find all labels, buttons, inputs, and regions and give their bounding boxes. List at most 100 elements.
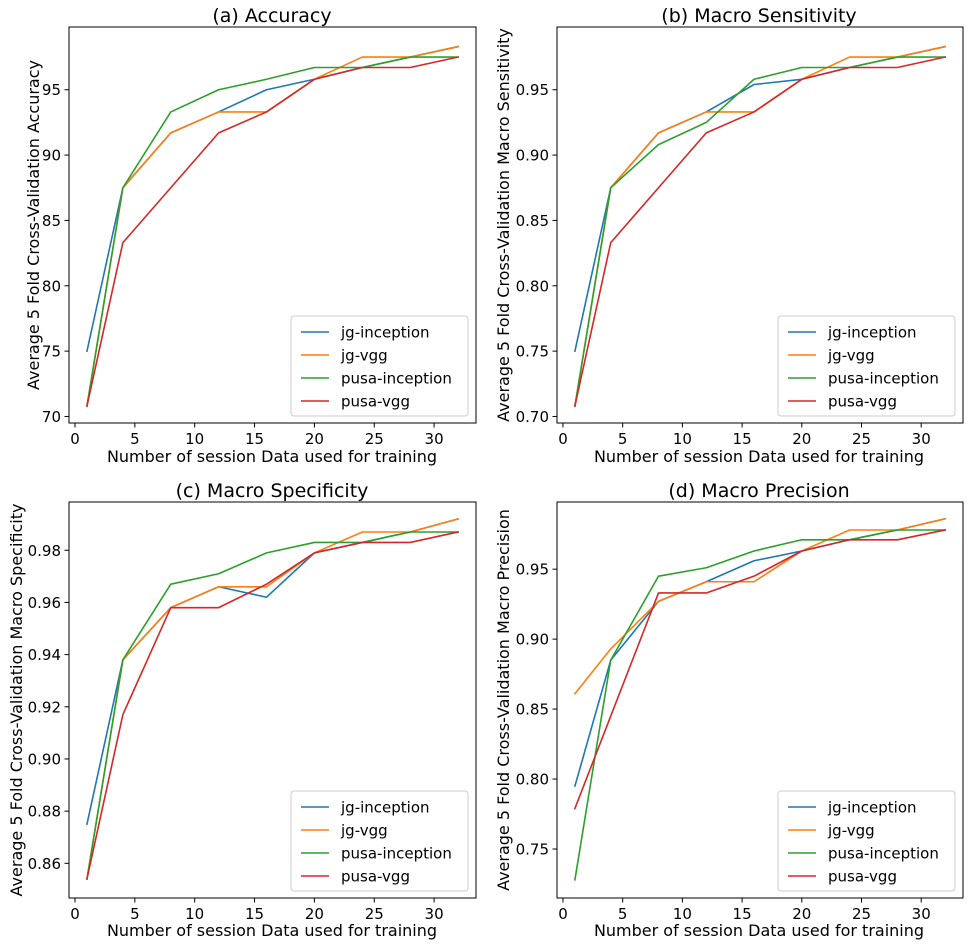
legend-box xyxy=(290,315,469,417)
y-tick-label: 0.85 xyxy=(516,701,549,719)
legend-label-jg-vgg: jg-vgg xyxy=(340,347,388,365)
y-tick-label: 0.85 xyxy=(516,212,549,230)
legend-label-pusa-inception: pusa-inception xyxy=(341,370,452,388)
legend-label-pusa-inception: pusa-inception xyxy=(828,845,939,863)
y-tick-label: 0.98 xyxy=(28,542,61,560)
legend-label-jg-inception: jg-inception xyxy=(340,324,430,342)
x-tick-label: 5 xyxy=(130,430,140,448)
y-tick-label: 70 xyxy=(42,408,61,426)
legend-label-jg-inception: jg-inception xyxy=(827,324,917,342)
axes-frame xyxy=(556,26,964,424)
y-tick-label: 0.90 xyxy=(516,147,549,165)
legend-label-pusa-vgg: pusa-vgg xyxy=(341,868,410,886)
x-axis-label: Number of session Data used for training xyxy=(594,921,924,940)
chart-title: (a) Accuracy xyxy=(212,5,331,27)
y-tick-label: 0.94 xyxy=(28,646,61,664)
legend-label-pusa-vgg: pusa-vgg xyxy=(341,393,410,411)
subplot-macro-precision: 0 5 10 15 20 25 30 0.75 0.80 0.85 0.90 0.95 (d) Macr… xyxy=(494,480,964,940)
y-tick-label: 0.80 xyxy=(516,771,549,789)
y-axis-label: Average 5 Fold Cross-Validation Macro Sp… xyxy=(7,504,26,897)
y-tick-label: 0.92 xyxy=(28,698,61,716)
x-tick-label: 30 xyxy=(912,905,931,923)
y-axis-label: Average 5 Fold Cross-Validation Macro Se… xyxy=(494,28,513,422)
chart-title: (b) Macro Sensitivity xyxy=(661,5,856,27)
x-tick-label: 10 xyxy=(185,905,204,923)
x-tick-label: 15 xyxy=(245,905,264,923)
y-tick-label: 0.75 xyxy=(516,343,549,361)
legend: jg-inception jg-vgg pusa-inception pusa-vgg xyxy=(290,315,469,417)
subplot-accuracy: 0 5 10 15 20 25 30 70 75 80 85 90 95 (a) Accuracy Numb… xyxy=(24,5,477,466)
y-axis-label: Average 5 Fold Cross-Validation Macro Pr… xyxy=(494,509,513,891)
y-tick-label: 0.96 xyxy=(28,594,61,612)
plot-area xyxy=(573,45,947,407)
x-tick-label: 25 xyxy=(852,905,871,923)
legend-label-jg-vgg: jg-vgg xyxy=(827,347,875,365)
legend-box xyxy=(777,790,956,892)
legend: jg-inception jg-vgg pusa-inception pusa-vgg xyxy=(290,790,469,892)
series-line-jg-inception xyxy=(573,517,947,788)
x-tick-label: 20 xyxy=(305,430,324,448)
legend-label-jg-vgg: jg-vgg xyxy=(340,822,388,840)
legend-label-jg-inception: jg-inception xyxy=(827,799,917,817)
subplot-macro-sensitivity: 0 5 10 15 20 25 30 0.70 0.75 0.80 0.85 0.90 0.95 (b) … xyxy=(494,5,964,466)
y-tick-label: 90 xyxy=(42,147,61,165)
legend-box xyxy=(290,790,469,892)
x-tick-label: 20 xyxy=(305,905,324,923)
x-tick-label: 0 xyxy=(558,905,568,923)
x-tick-label: 20 xyxy=(792,905,811,923)
legend-label-pusa-vgg: pusa-vgg xyxy=(828,393,897,411)
axes-frame xyxy=(68,26,477,424)
x-tick-label: 30 xyxy=(425,430,444,448)
y-tick-label: 0.95 xyxy=(516,561,549,579)
x-axis-label: Number of session Data used for training xyxy=(107,447,437,466)
plot-area xyxy=(573,517,947,881)
x-tick-label: 10 xyxy=(673,905,692,923)
y-tick-label: 85 xyxy=(42,212,61,230)
series-line-jg-inception xyxy=(573,45,947,353)
x-tick-label: 30 xyxy=(912,430,931,448)
plot-area xyxy=(86,45,459,407)
axes-frame xyxy=(556,501,964,899)
legend-label-pusa-inception: pusa-inception xyxy=(341,845,452,863)
series-line-pusa-inception xyxy=(86,56,459,407)
x-tick-label: 0 xyxy=(70,905,80,923)
x-tick-label: 15 xyxy=(733,905,752,923)
x-tick-label: 20 xyxy=(792,430,811,448)
x-tick-label: 15 xyxy=(245,430,264,448)
y-tick-label: 0.88 xyxy=(28,803,61,821)
y-tick-label: 95 xyxy=(42,81,61,99)
plot-area xyxy=(86,517,460,880)
legend-label-pusa-vgg: pusa-vgg xyxy=(828,868,897,886)
x-axis-label: Number of session Data used for training xyxy=(594,447,924,466)
series-line-pusa-inception xyxy=(86,531,459,880)
x-tick-label: 30 xyxy=(425,905,444,923)
series-line-pusa-inception xyxy=(573,56,946,407)
legend: jg-inception jg-vgg pusa-inception pusa-vgg xyxy=(777,790,956,892)
legend-label-pusa-inception: pusa-inception xyxy=(828,370,939,388)
x-tick-label: 25 xyxy=(365,430,384,448)
series-line-jg-vgg xyxy=(86,517,460,880)
y-axis-label: Average 5 Fold Cross-Validation Accuracy xyxy=(24,60,43,390)
axes-frame xyxy=(68,501,477,899)
legend-label-jg-vgg: jg-vgg xyxy=(827,822,875,840)
x-tick-label: 0 xyxy=(558,430,568,448)
chart-title: (c) Macro Specificity xyxy=(176,480,369,502)
x-tick-label: 5 xyxy=(130,905,140,923)
x-tick-label: 10 xyxy=(185,430,204,448)
legend: jg-inception jg-vgg pusa-inception pusa-vgg xyxy=(777,315,956,417)
legend-label-jg-inception: jg-inception xyxy=(340,799,430,817)
x-axis-label: Number of session Data used for training xyxy=(107,921,437,940)
x-tick-label: 10 xyxy=(673,430,692,448)
y-tick-label: 80 xyxy=(42,277,61,295)
y-tick-label: 0.75 xyxy=(516,841,549,859)
y-tick-label: 0.95 xyxy=(516,81,549,99)
subplot-macro-specificity: 0 5 10 15 20 25 30 0.86 0.88 0.90 0.92 0.94 0.96 0.98… xyxy=(7,480,477,940)
chart-title: (d) Macro Precision xyxy=(668,480,849,502)
y-tick-label: 0.80 xyxy=(516,277,549,295)
series-line-pusa-vgg xyxy=(86,56,459,407)
y-tick-label: 0.86 xyxy=(28,855,61,873)
y-tick-label: 75 xyxy=(42,343,61,361)
series-line-jg-inception xyxy=(86,45,459,353)
x-tick-label: 5 xyxy=(618,905,628,923)
